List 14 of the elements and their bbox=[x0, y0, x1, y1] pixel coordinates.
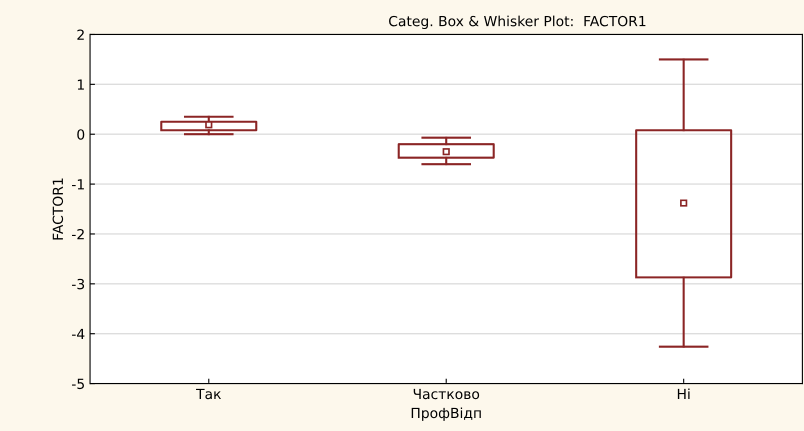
x-tick-label: Так bbox=[196, 388, 221, 400]
x-axis-title: ПрофВідп bbox=[412, 407, 481, 421]
y-tick-label: 1 bbox=[78, 80, 84, 90]
y-tick-label: 0 bbox=[77, 129, 84, 140]
y-tick-label: -3 bbox=[72, 278, 84, 290]
y-tick-label: -1 bbox=[72, 179, 84, 190]
y-tick-label: -4 bbox=[72, 328, 84, 339]
chart-title: Categ. Box & Whisker Plot: FACTOR1 bbox=[389, 16, 646, 30]
y-tick-label: -5 bbox=[72, 378, 84, 390]
x-tick-label: Hi bbox=[678, 388, 690, 400]
y-axis-title: FACTOR1 bbox=[52, 178, 64, 240]
y-tick-label: 2 bbox=[77, 29, 84, 40]
y-tick-label: -2 bbox=[72, 228, 84, 240]
x-tick-label: Частково bbox=[414, 388, 480, 400]
